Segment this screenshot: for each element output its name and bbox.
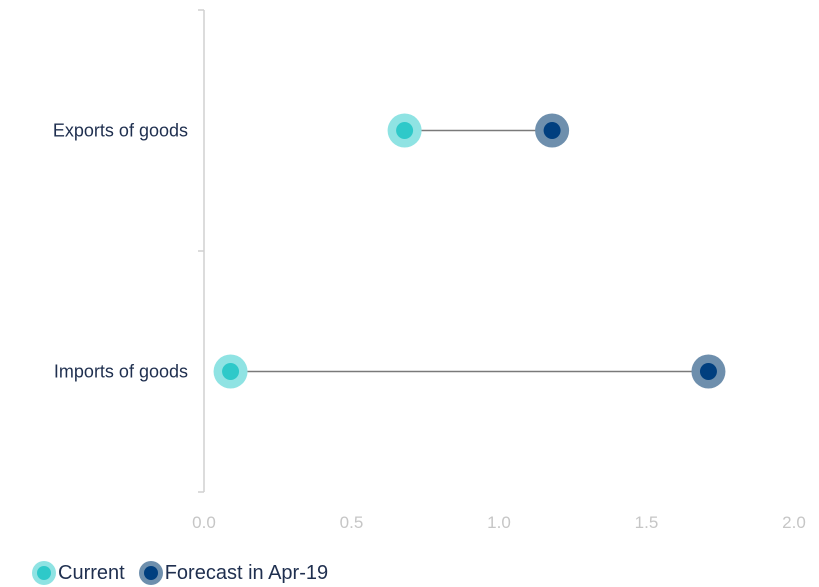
legend-item-current: Current [32,561,125,585]
axis-layer [198,9,205,493]
category-label: Exports of goods [53,121,188,141]
mark-layer [213,113,726,389]
data-point-forecast [699,363,717,380]
legend: Current Forecast in Apr-19 [32,560,328,586]
legend-label-forecast: Forecast in Apr-19 [164,561,329,584]
x-tick-label: 2.0 [782,513,806,532]
data-point-forecast [543,122,561,139]
data-point-current [396,122,414,139]
legend-swatch-forecast [138,561,163,585]
x-tick-label: 0.5 [340,513,364,532]
legend-label-current: Current [58,561,125,584]
legend-swatch-current [32,561,56,585]
label-layer: Exports of goods Imports of goods 0.0 0.5 1.… [53,121,806,533]
x-tick-label: 0.0 [192,513,216,532]
x-tick-label: 1.5 [635,513,659,532]
legend-item-forecast: Forecast in Apr-19 [138,561,329,585]
data-point-current [222,363,240,380]
category-label: Imports of goods [54,362,188,382]
x-tick-label: 1.0 [487,513,511,532]
